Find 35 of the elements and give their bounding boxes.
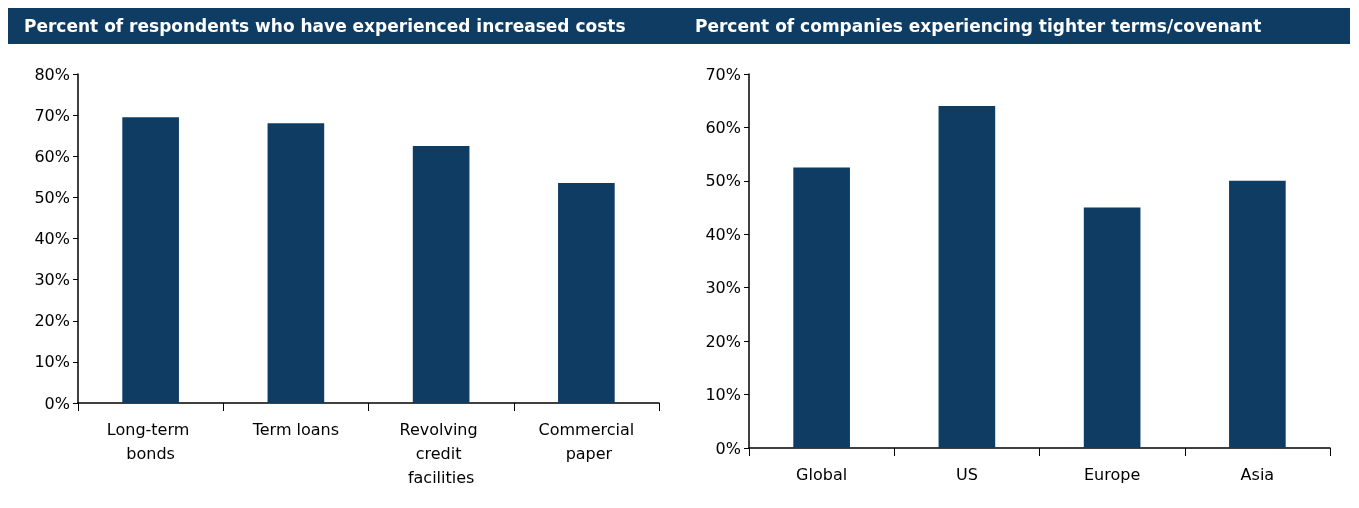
x-tick-label: Europe [1083,464,1141,484]
y-tick-label: 60% [705,117,741,137]
y-tick-label: 70% [705,64,741,84]
y-tick-label: 50% [705,171,741,191]
y-tick-label: 80% [34,64,70,84]
y-tick-label: 0% [715,438,741,458]
y-tick-label: 20% [34,311,70,331]
bar [793,167,850,448]
x-tick-label: Term loans [251,419,340,439]
bar [122,117,179,403]
y-tick-label: 10% [34,352,70,372]
bar [1083,207,1141,448]
x-tick-label: Commercial paper [538,419,635,463]
chart-title: Percent of respondents who have experienced increased costs [8,8,679,44]
bar [267,123,325,403]
chart-title: Percent of companies experiencing tighter terms/covenant [679,8,1350,44]
y-tick-label: 30% [705,278,741,298]
y-tick-label: 60% [34,146,70,166]
bar [412,145,470,403]
y-tick-label: 40% [34,229,70,248]
y-tick-label: 0% [44,393,70,413]
bar [1229,180,1286,448]
x-tick-label: US [955,464,978,484]
x-tick-label: Revolving credit facilities [399,419,483,487]
y-tick-label: 20% [705,331,741,351]
bar [558,182,615,403]
y-tick-label: 30% [34,270,70,290]
bar [938,106,996,448]
y-tick-label: 10% [705,385,741,405]
x-tick-label: Global [796,464,848,484]
y-tick-label: 40% [705,224,741,244]
x-tick-label: Asia [1240,464,1275,484]
y-tick-label: 50% [34,187,70,207]
y-tick-label: 70% [34,105,70,125]
x-tick-label: Long-term bonds [106,419,195,463]
